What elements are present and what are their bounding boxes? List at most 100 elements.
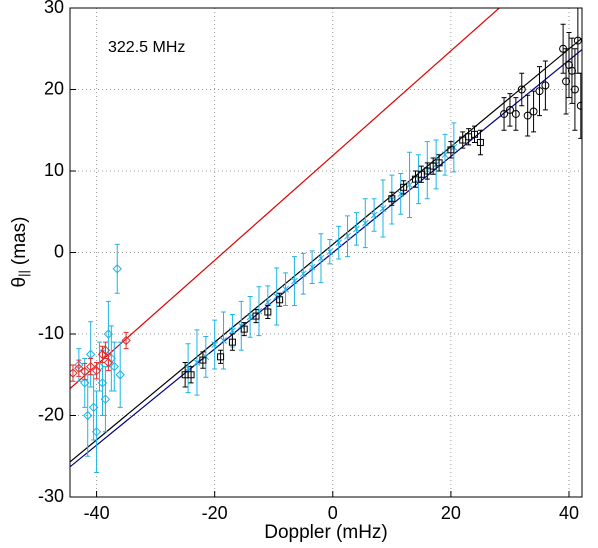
square-marker	[199, 356, 207, 364]
cross-marker	[406, 181, 413, 189]
square-marker	[423, 167, 431, 175]
error-bar	[563, 48, 569, 115]
y-tick-label: 20	[44, 78, 64, 98]
error-bar	[105, 353, 111, 372]
diamond-marker	[115, 370, 125, 380]
square-marker	[435, 159, 443, 167]
error-bar	[401, 180, 407, 195]
error-bar	[460, 131, 466, 149]
error-bar	[448, 141, 454, 159]
circle-marker	[570, 85, 579, 94]
cross-marker	[335, 239, 343, 247]
cross-marker	[379, 205, 387, 212]
fit-line	[70, 8, 501, 390]
diamond-marker	[80, 366, 90, 377]
error-bar	[572, 48, 578, 131]
diamond-marker	[100, 345, 111, 356]
circle-marker	[505, 105, 514, 114]
error-bar	[477, 129, 483, 156]
circle-marker	[567, 66, 576, 75]
x-tick-label: -40	[84, 503, 110, 523]
cross-marker	[353, 225, 360, 233]
error-bar	[569, 37, 575, 104]
error-bar	[188, 366, 194, 384]
cross-marker	[264, 298, 272, 306]
square-marker	[388, 195, 396, 203]
y-tick-label: 30	[44, 0, 64, 17]
error-bar	[117, 341, 123, 408]
y-tick-label: -20	[38, 404, 64, 424]
y-tick-label: 0	[54, 241, 64, 261]
error-bar	[501, 97, 507, 131]
error-bar	[466, 128, 472, 146]
error-bar	[97, 341, 103, 392]
square-marker	[276, 296, 284, 304]
x-tick-label: 40	[559, 503, 579, 523]
error-bar	[531, 90, 537, 133]
circle-marker	[562, 77, 571, 86]
square-marker	[447, 146, 455, 154]
error-bar	[241, 322, 247, 337]
square-marker	[411, 175, 419, 183]
y-tick-label: -10	[38, 323, 64, 343]
square-marker	[476, 138, 484, 146]
error-bar	[472, 125, 478, 143]
cross-marker	[211, 341, 219, 348]
error-bar	[102, 341, 108, 359]
x-tick-label: 0	[328, 503, 338, 523]
error-bar	[277, 292, 283, 307]
square-marker	[264, 308, 272, 316]
cross-marker	[344, 232, 351, 240]
cross-marker	[220, 337, 227, 344]
cross-marker	[397, 190, 405, 198]
error-bar	[525, 94, 531, 137]
fit-line	[70, 37, 582, 463]
circle-marker	[573, 36, 582, 45]
error-bar	[88, 321, 94, 388]
diamond-marker	[121, 335, 131, 346]
circle-marker	[517, 85, 526, 94]
error-bar	[218, 349, 224, 364]
grid	[70, 7, 582, 498]
error-bar	[430, 157, 436, 175]
plot-data	[70, 8, 582, 474]
diamond-marker	[112, 264, 122, 274]
error-bar	[182, 362, 188, 388]
error-bar	[114, 243, 120, 294]
x-axis-label: Doppler (mHz)	[264, 522, 388, 543]
error-bar	[542, 60, 548, 111]
y-label-subscript: ||	[16, 270, 31, 277]
circle-marker	[523, 111, 532, 120]
cross-marker	[361, 219, 369, 227]
error-bar	[76, 359, 82, 377]
cross-marker	[370, 211, 378, 219]
cross-marker	[282, 285, 289, 293]
error-bar	[82, 362, 88, 381]
error-bar	[70, 364, 76, 382]
cross-marker	[291, 277, 298, 285]
circle-marker	[500, 109, 509, 118]
x-tick-label: -20	[202, 503, 228, 523]
cross-marker	[299, 270, 307, 278]
error-bar	[102, 366, 108, 433]
diamond-marker	[85, 361, 96, 372]
circle-marker	[541, 81, 550, 90]
error-bar	[412, 170, 418, 188]
error-bar	[436, 154, 442, 172]
error-bar	[94, 390, 100, 474]
error-bar	[418, 165, 424, 183]
cross-marker	[308, 263, 316, 271]
cross-marker	[246, 313, 254, 321]
error-bar	[200, 351, 206, 369]
error-bar	[265, 304, 271, 320]
error-bar	[424, 162, 430, 180]
circle-marker	[576, 101, 582, 110]
square-marker	[228, 338, 236, 346]
y-axis-label: θ|| (mas)	[9, 217, 31, 288]
circle-marker	[535, 87, 544, 96]
cross-marker	[326, 248, 334, 256]
diamond-marker	[91, 365, 102, 376]
cross-marker	[229, 327, 236, 335]
diamond-marker	[100, 394, 111, 404]
